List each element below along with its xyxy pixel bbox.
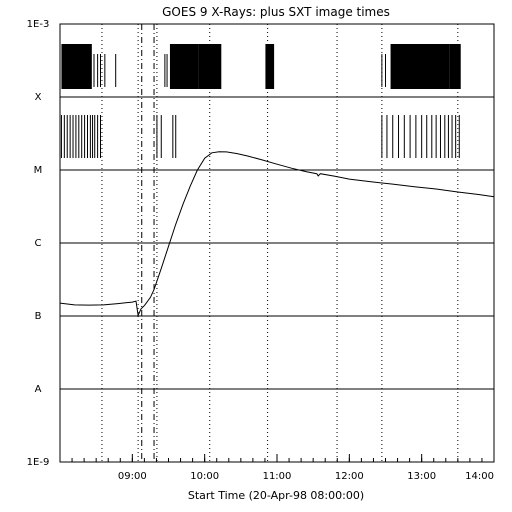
flux-line: [59, 151, 495, 318]
x-tick-labels: 09:00 10:00 11:00 12:00 13:00 14:00: [59, 454, 495, 482]
y-tick-label: B: [35, 311, 42, 322]
image-block: [449, 44, 461, 89]
image-block: [169, 44, 199, 89]
x-tick-label: 13:00: [407, 471, 436, 482]
class-gridlines: [60, 96, 494, 390]
x-tick-label: 14:00: [465, 471, 494, 482]
y-tick-label: X: [35, 92, 42, 103]
x-tick-label: 11:00: [263, 471, 292, 482]
image-time-marks: [60, 44, 461, 158]
y-tick-label: C: [35, 238, 42, 249]
x-tick-label: 12:00: [335, 471, 364, 482]
x-tick-label: 09:00: [118, 471, 147, 482]
flux-series: [59, 151, 495, 318]
y-tick-label: 1E-9: [27, 457, 50, 468]
y-tick-label: A: [35, 384, 42, 395]
image-block: [390, 44, 450, 89]
x-tick-label: 10:00: [190, 471, 219, 482]
image-block: [265, 44, 275, 89]
chart-title: GOES 9 X-Rays: plus SXT image times: [162, 5, 390, 19]
image-block: [198, 44, 222, 89]
y-tick-labels: 1E-9 A B C M X 1E-3: [27, 19, 50, 468]
y-tick-label: M: [34, 165, 43, 176]
image-block: [61, 44, 92, 89]
plot-frame: [59, 23, 495, 463]
y-tick-label: 1E-3: [27, 19, 50, 30]
time-markers: [101, 24, 459, 462]
x-axis-label: Start Time (20-Apr-98 08:00:00): [188, 489, 364, 502]
